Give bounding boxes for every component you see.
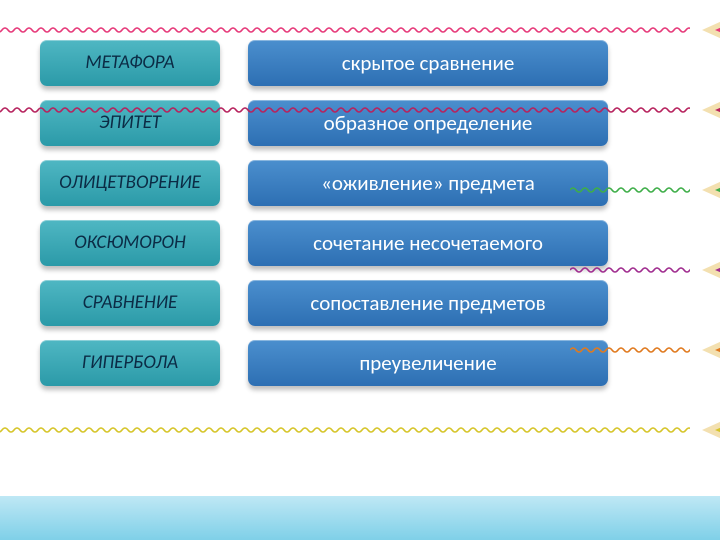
pencil-tip	[702, 341, 720, 359]
row-0: МЕТАФОРА скрытое сравнение	[40, 40, 660, 86]
pencil-tip	[702, 101, 720, 119]
wave-line	[570, 266, 690, 274]
pencil-tip	[702, 181, 720, 199]
definition-pill: скрытое сравнение	[248, 40, 608, 86]
row-4: СРАВНЕНИЕ сопоставление предметов	[40, 280, 660, 326]
pencil-tip	[702, 21, 720, 39]
row-2: ОЛИЦЕТВОРЕНИЕ «оживление» предмета	[40, 160, 660, 206]
wave-line	[0, 106, 690, 114]
definition-pill: преувеличение	[248, 340, 608, 386]
row-3: ОКСЮМОРОН сочетание несочетаемого	[40, 220, 660, 266]
definition-pill: сопоставление предметов	[248, 280, 608, 326]
pencil-tip	[702, 261, 720, 279]
slide: МЕТАФОРАскрытое сравнениеЭПИТЕТобразное …	[0, 0, 720, 540]
bottom-band	[0, 496, 720, 540]
wave-line	[570, 186, 690, 194]
rows-container: МЕТАФОРАскрытое сравнениеЭПИТЕТобразное …	[40, 40, 660, 386]
row-5: ГИПЕРБОЛА преувеличение	[40, 340, 660, 386]
pencil-decorations	[660, 0, 720, 540]
wave-line	[0, 26, 690, 34]
pencil-tip	[702, 421, 720, 439]
term-pill: ГИПЕРБОЛА	[40, 340, 220, 386]
definition-pill: сочетание несочетаемого	[248, 220, 608, 266]
definition-pill: «оживление» предмета	[248, 160, 608, 206]
wave-line	[570, 346, 690, 354]
term-pill: ОКСЮМОРОН	[40, 220, 220, 266]
wave-line	[0, 426, 690, 434]
term-pill: ОЛИЦЕТВОРЕНИЕ	[40, 160, 220, 206]
term-pill: МЕТАФОРА	[40, 40, 220, 86]
term-pill: СРАВНЕНИЕ	[40, 280, 220, 326]
